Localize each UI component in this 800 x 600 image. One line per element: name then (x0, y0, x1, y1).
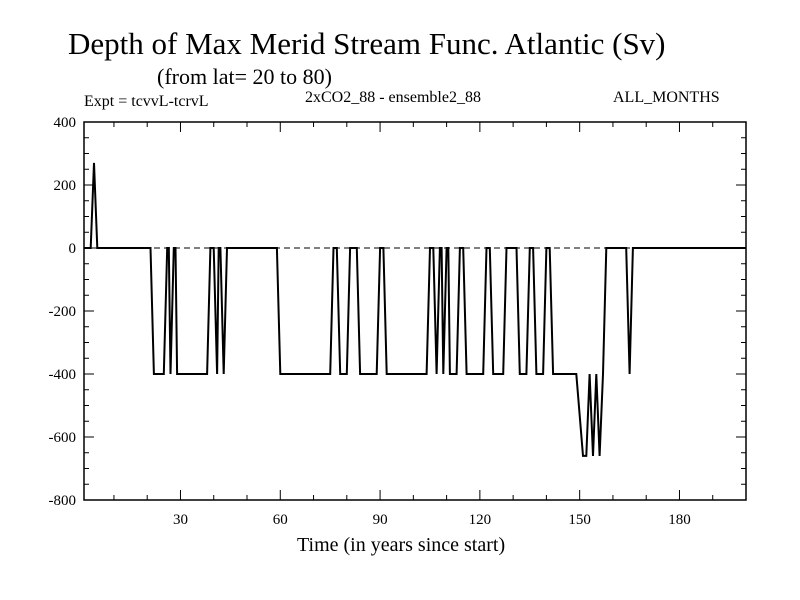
x-tick-label: 120 (469, 512, 492, 528)
x-tick-label: 60 (273, 512, 288, 528)
x-axis-label: Time (in years since start) (297, 534, 506, 556)
x-tick-label: 180 (668, 512, 691, 528)
chart-title: Depth of Max Merid Stream Func. Atlantic… (68, 26, 666, 61)
series-line (84, 162, 746, 457)
y-tick-label: 0 (69, 241, 77, 257)
y-tick-label: -200 (49, 304, 77, 320)
y-tick-label: -400 (49, 367, 77, 383)
months-label: ALL_MONTHS (613, 89, 720, 106)
y-tick-label: 200 (54, 178, 77, 194)
comparison-label: 2xCO2_88 - ensemble2_88 (305, 89, 481, 106)
y-tick-label: -600 (49, 430, 77, 446)
experiment-label: Expt = tcvvL-tcrvL (84, 93, 209, 110)
x-tick-label: 90 (373, 512, 388, 528)
x-tick-label: 30 (173, 512, 188, 528)
chart-subtitle: (from lat= 20 to 80) (157, 64, 332, 89)
plot-frame (83, 121, 747, 501)
y-tick-label: -800 (49, 493, 77, 509)
x-tick-label: 150 (568, 512, 591, 528)
y-tick-label: 400 (54, 115, 77, 131)
